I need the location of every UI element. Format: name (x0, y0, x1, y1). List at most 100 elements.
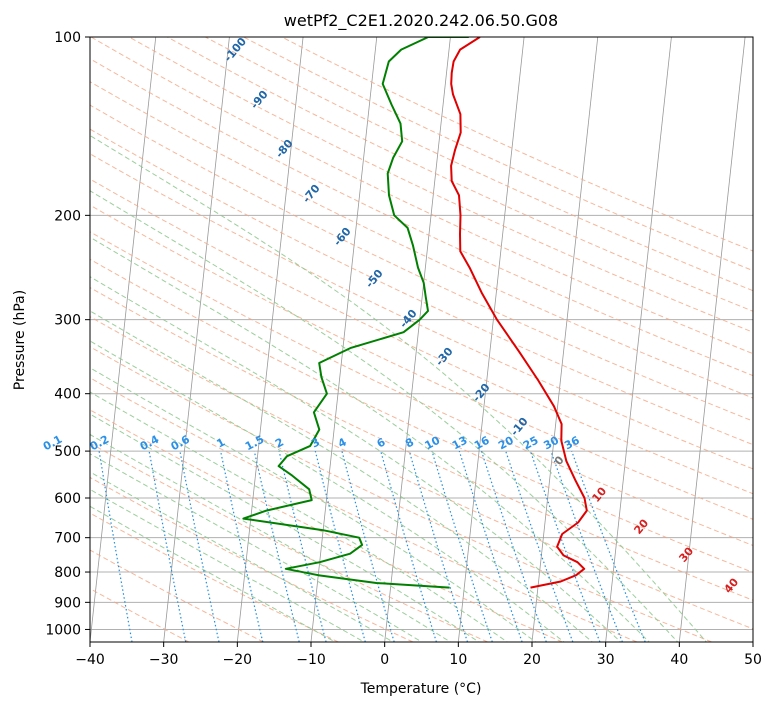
y-tick-label: 800 (54, 565, 81, 581)
dry-adiabat (90, 128, 753, 446)
mixing-ratio-line (314, 450, 366, 642)
chart-title: wetPf2_C2E1.2020.242.06.50.G08 (284, 11, 558, 31)
mixing-ratio-line (550, 450, 623, 642)
isotherm-line (163, 37, 230, 642)
isotherm-line (752, 638, 753, 642)
x-tick-label: 30 (597, 652, 615, 668)
dry-adiabat-label: -40 (397, 307, 420, 331)
isopleth-labels: 0.1 0.2 0.4 0.6 1 1.5 2 3 4 6 8 10 13 16 20 25 30 36-100-… (41, 35, 741, 596)
dry-adiabat (90, 258, 753, 574)
profile-lines (242, 37, 588, 589)
mixing-ratio-line (431, 450, 493, 642)
x-axis-label: Temperature (°C) (360, 681, 482, 697)
y-tick-label: 500 (54, 444, 81, 460)
dry-adiabat (90, 204, 753, 520)
dry-adiabat (90, 58, 753, 377)
moist-adiabat (90, 453, 423, 642)
dry-adiabat (128, 37, 753, 333)
dry-adiabat (90, 587, 190, 642)
y-tick-label: 1000 (45, 622, 81, 638)
mixing-ratio-line (179, 450, 220, 642)
mixing-ratio-label: 2 (273, 435, 286, 450)
mixing-ratio-label: 16 (472, 434, 492, 453)
dry-adiabat-label: -70 (300, 182, 323, 206)
x-tick-label: −20 (223, 652, 253, 668)
mixing-ratio-line (253, 450, 300, 642)
y-tick-label: 300 (54, 313, 81, 329)
x-tick-label: 0 (380, 652, 389, 668)
mixing-ratio-label: 36 (562, 434, 582, 453)
dry-adiabat-label: -100 (221, 35, 249, 65)
moist-adiabat (90, 190, 679, 642)
mixing-ratio-label: 1.5 (243, 433, 266, 454)
dry-adiabat (90, 178, 753, 495)
dry-adiabat-label: 10 (589, 484, 609, 504)
dry-adiabat-label: 40 (721, 575, 741, 595)
y-axis-label: Pressure (hPa) (12, 290, 28, 390)
mixing-ratio-line (458, 450, 523, 642)
x-tick-label: 10 (449, 652, 467, 668)
isotherm-line (531, 37, 599, 642)
dry-adiabat-label: -90 (248, 88, 271, 112)
mixing-ratio-label: 0.4 (138, 433, 162, 454)
dry-adiabat (281, 37, 753, 252)
isotherm-line (605, 37, 672, 642)
moist-adiabat (90, 236, 650, 642)
isotherm-line (457, 37, 525, 642)
moist-adiabat (90, 134, 708, 642)
dry-adiabat-label: -80 (273, 137, 296, 161)
dry-adiabat (90, 549, 264, 642)
dry-adiabat (90, 409, 563, 642)
moist-adiabat (90, 310, 594, 642)
dry-adiabat-label: -50 (363, 267, 386, 291)
dry-adiabat (90, 286, 753, 601)
mixing-ratio-line (220, 450, 264, 642)
isotherm-line (90, 37, 157, 642)
moist-adiabat (90, 488, 366, 642)
y-tick-label: 100 (54, 30, 81, 46)
isotherm-line (236, 37, 304, 642)
dry-adiabat (90, 377, 638, 642)
dry-adiabat (90, 476, 414, 642)
temperature-line (450, 37, 588, 589)
mixing-ratio-line (480, 450, 547, 642)
x-tick-label: 50 (744, 652, 762, 668)
dry-adiabat-label: 30 (676, 544, 696, 564)
dry-adiabat-label: -10 (508, 415, 531, 439)
mixing-ratio-label: 8 (403, 435, 416, 450)
mixing-ratio-line (408, 450, 469, 642)
y-tick-label: 200 (54, 208, 81, 224)
isotherm-line (678, 37, 746, 642)
dry-adiabat (205, 37, 753, 292)
dry-adiabat (90, 346, 712, 642)
isotherm-line (384, 37, 451, 642)
dry-adiabat (243, 37, 753, 272)
x-tick-label: −10 (296, 652, 326, 668)
y-tick-label: 700 (54, 531, 81, 547)
x-tick-label: 20 (523, 652, 541, 668)
plot-frame (89, 36, 754, 643)
mixing-ratio-label: 3 (309, 435, 322, 450)
mixing-ratio-label: 13 (450, 434, 470, 453)
x-tick-label: −40 (75, 652, 105, 668)
x-tick-label: −30 (149, 652, 179, 668)
mixing-ratio-line (341, 450, 395, 642)
y-tick-label: 900 (54, 595, 81, 611)
mixing-ratio-line (380, 450, 437, 642)
mixing-ratio-label: 25 (521, 434, 541, 453)
dry-adiabat (90, 442, 488, 642)
dry-adiabat-label: -60 (331, 225, 354, 249)
moist-adiabat (90, 413, 480, 642)
mixing-ratio-label: 4 (336, 435, 349, 450)
dry-adiabat (90, 316, 753, 630)
mixing-ratio-label: 0.6 (169, 433, 193, 454)
dry-adiabat (90, 104, 753, 422)
dry-adiabat (90, 153, 753, 470)
dewpoint-line (242, 37, 469, 589)
dry-adiabat-label: 20 (631, 516, 651, 536)
moist-adiabat (90, 471, 395, 642)
mixing-ratio-label: 10 (423, 434, 443, 453)
isotherm-line (0, 37, 8, 642)
axes: −40 −30 −20 −10 0 10 20 30 40 50 100 200 300 400 500 60… (45, 30, 762, 668)
